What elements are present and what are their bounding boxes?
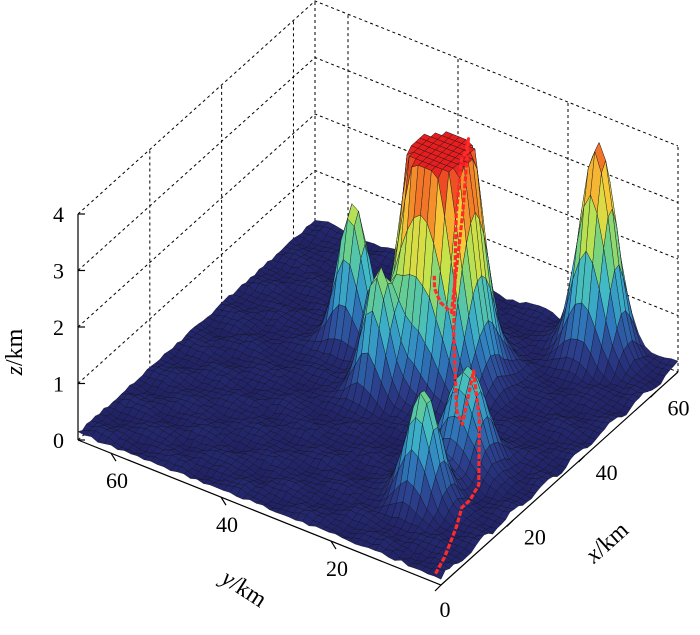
x-axis-label: x/km [580,517,634,569]
x-tick [578,455,586,463]
x-tick [650,390,657,398]
y-tick [220,496,227,506]
x-tick-label: 20 [524,524,546,549]
path-layer [432,137,481,575]
surface-layer [77,130,679,580]
z-axis-label-unit: /km [2,328,28,366]
z-tick-label: 3 [53,259,64,284]
x-tick [434,584,442,592]
y-tick-label: 20 [326,556,348,581]
y-axis-label: y/km [215,564,271,613]
grid-line-z [77,113,679,328]
z-axis-label-var: z [2,365,28,376]
path-line [432,137,481,575]
surface-cell [434,568,446,580]
z-axis-label: z/km [2,328,28,376]
z-tick-label: 0 [53,428,64,453]
y-tick-label: 60 [106,468,128,493]
y-tick [330,540,337,550]
x-tick-label: 0 [440,597,451,622]
x-tick-label: 40 [596,460,618,485]
tick-layer: 0 1 2 3 4 20 40 60 0 20 40 60 [53,202,689,622]
z-tick-label: 1 [53,372,64,397]
x-tick [506,520,514,527]
z-tick-label: 2 [53,315,64,340]
z-tick-label: 4 [53,202,64,227]
y-tick-label: 40 [216,512,238,537]
x-tick-label: 60 [667,395,689,420]
y-tick [110,452,117,462]
grid-line-z [77,0,679,215]
